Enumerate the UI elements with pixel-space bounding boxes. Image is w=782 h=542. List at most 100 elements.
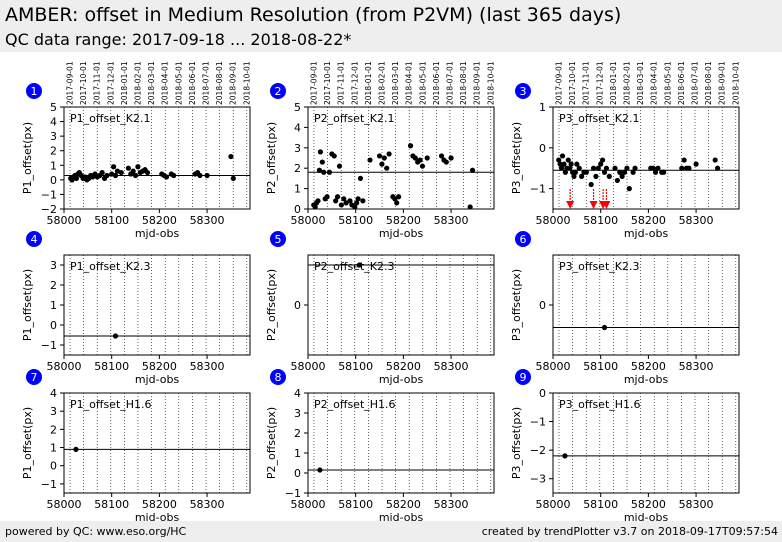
plot-panel-4: −1 0 1 2 3 58000 58100 58200 58300 mjd-obs P1_offs… bbox=[21, 231, 251, 386]
y-tick-label: 3 bbox=[50, 259, 57, 272]
x-tick-label: 58300 bbox=[679, 214, 714, 227]
outlier-arrow-head bbox=[566, 201, 575, 209]
panel-parameter-label: P1_offset_K2.1 bbox=[70, 112, 150, 125]
data-point bbox=[579, 173, 585, 179]
data-point bbox=[316, 167, 323, 173]
panel-parameter-label: P2_offset_H1.6 bbox=[314, 398, 396, 411]
x-tick-label: 58200 bbox=[386, 360, 421, 373]
y-tick-label: 4 bbox=[50, 387, 57, 400]
y-tick-label: 0 bbox=[294, 299, 301, 312]
date-tick-label: 2018-03-01 bbox=[636, 61, 645, 105]
y-tick-label: 1 bbox=[50, 299, 57, 312]
y-tick-label: 2 bbox=[50, 423, 57, 436]
date-tick-label: 2017-09-01 bbox=[310, 61, 319, 105]
panel-number-badge bbox=[26, 231, 42, 247]
x-axis-label: mjd-obs bbox=[135, 373, 180, 386]
data-point bbox=[355, 196, 361, 202]
data-point bbox=[331, 153, 337, 159]
data-point bbox=[621, 169, 628, 175]
date-tick-label: 2018-08-01 bbox=[704, 61, 713, 105]
y-axis-label: P1_offset(px) bbox=[21, 122, 34, 194]
date-tick-label: 2018-10-01 bbox=[242, 61, 251, 105]
date-tick-label: 2018-10-01 bbox=[731, 61, 740, 105]
x-axis-label: mjd-obs bbox=[624, 227, 669, 240]
panel-number-label: 1 bbox=[31, 85, 38, 98]
date-tick-label: 2018-06-01 bbox=[188, 61, 197, 105]
x-tick-label: 58100 bbox=[94, 360, 129, 373]
panel-number-badge bbox=[26, 83, 42, 99]
plot-panel-2: 2017-09-01 2017-10-01 2017-11-01 2017-12-01… bbox=[265, 61, 495, 240]
y-tick-label: 3 bbox=[50, 405, 57, 418]
y-tick-label: 5 bbox=[294, 101, 301, 114]
footer-credit: powered by QC: www.eso.org/HC bbox=[5, 525, 187, 538]
data-point bbox=[381, 155, 387, 161]
data-point bbox=[204, 172, 210, 179]
data-point bbox=[386, 151, 392, 157]
x-tick-label: 58000 bbox=[536, 360, 571, 373]
x-tick-label: 58100 bbox=[338, 498, 373, 511]
data-point bbox=[714, 165, 721, 171]
data-point bbox=[163, 174, 170, 180]
data-point bbox=[619, 173, 625, 179]
plot-panel-9: −3 −2 −1 0 58000 58100 58200 58300 mjd-obs P3_off… bbox=[510, 369, 740, 524]
data-point bbox=[111, 164, 117, 170]
date-tick-label: 2018-01-01 bbox=[120, 61, 129, 105]
data-point bbox=[379, 161, 385, 167]
data-point bbox=[565, 157, 571, 163]
date-tick-label: 2018-05-01 bbox=[418, 61, 427, 105]
date-tick-label: 2017-10-01 bbox=[79, 61, 88, 105]
panel-number-badge bbox=[26, 369, 42, 385]
y-tick-label: 0 bbox=[539, 142, 546, 155]
date-tick-label: 2018-02-01 bbox=[623, 61, 632, 105]
date-tick-label: 2018-08-01 bbox=[215, 61, 224, 105]
x-tick-label: 58000 bbox=[536, 498, 571, 511]
x-axis-label: mjd-obs bbox=[379, 227, 424, 240]
data-point bbox=[557, 161, 563, 167]
data-point bbox=[419, 163, 426, 169]
y-tick-label: 3 bbox=[294, 407, 301, 420]
data-point bbox=[561, 161, 567, 167]
x-tick-label: 58300 bbox=[190, 360, 225, 373]
data-point bbox=[681, 157, 687, 163]
data-point bbox=[357, 175, 364, 181]
panel-number-badge bbox=[515, 231, 531, 247]
plot-panel-7: −1 0 1 2 3 4 58000 58100 58200 58300 mjd-obs P1_off… bbox=[21, 369, 251, 524]
data-point bbox=[132, 172, 139, 179]
data-point bbox=[384, 165, 390, 171]
panel-number-label: 6 bbox=[520, 233, 527, 246]
date-tick-label: 2018-05-01 bbox=[663, 61, 672, 105]
panel-number-label: 7 bbox=[31, 371, 38, 384]
data-point bbox=[424, 155, 430, 161]
data-point bbox=[324, 194, 330, 200]
data-point bbox=[73, 446, 79, 452]
header-bar: AMBER: offset in Medium Resolution (from… bbox=[0, 0, 782, 52]
y-tick-label: −2 bbox=[530, 444, 546, 457]
date-tick-label: 2018-01-01 bbox=[609, 61, 618, 105]
y-tick-label: 4 bbox=[50, 116, 57, 129]
data-point bbox=[334, 194, 341, 200]
data-point bbox=[347, 198, 353, 204]
data-point bbox=[590, 165, 597, 171]
x-tick-label: 58100 bbox=[338, 214, 373, 227]
data-point bbox=[603, 165, 610, 171]
plot-panel-5: 0 58000 58100 58200 58300 mjd-obs P2_offset(px… bbox=[265, 231, 495, 386]
data-point bbox=[333, 198, 339, 204]
y-axis-label: P1_offset(px) bbox=[21, 269, 34, 341]
data-point bbox=[396, 194, 402, 200]
data-point bbox=[574, 161, 580, 167]
x-axis-label: mjd-obs bbox=[135, 227, 180, 240]
x-axis-label: mjd-obs bbox=[379, 511, 424, 524]
x-tick-label: 58100 bbox=[338, 360, 373, 373]
data-point bbox=[319, 159, 325, 165]
date-tick-label: 2018-06-01 bbox=[677, 61, 686, 105]
x-tick-label: 58200 bbox=[142, 360, 177, 373]
data-point bbox=[686, 165, 692, 171]
panel-parameter-label: P1_offset_K2.3 bbox=[70, 260, 150, 273]
data-point bbox=[469, 167, 476, 173]
data-point bbox=[568, 161, 574, 167]
x-tick-label: 58300 bbox=[679, 360, 714, 373]
y-tick-label: 5 bbox=[50, 101, 57, 114]
plot-panel-6: 0 58000 58100 58200 58300 mjd-obs P3_offset(px… bbox=[510, 231, 740, 386]
data-point bbox=[417, 157, 423, 163]
